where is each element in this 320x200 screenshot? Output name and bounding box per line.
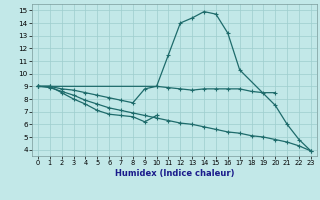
X-axis label: Humidex (Indice chaleur): Humidex (Indice chaleur)	[115, 169, 234, 178]
